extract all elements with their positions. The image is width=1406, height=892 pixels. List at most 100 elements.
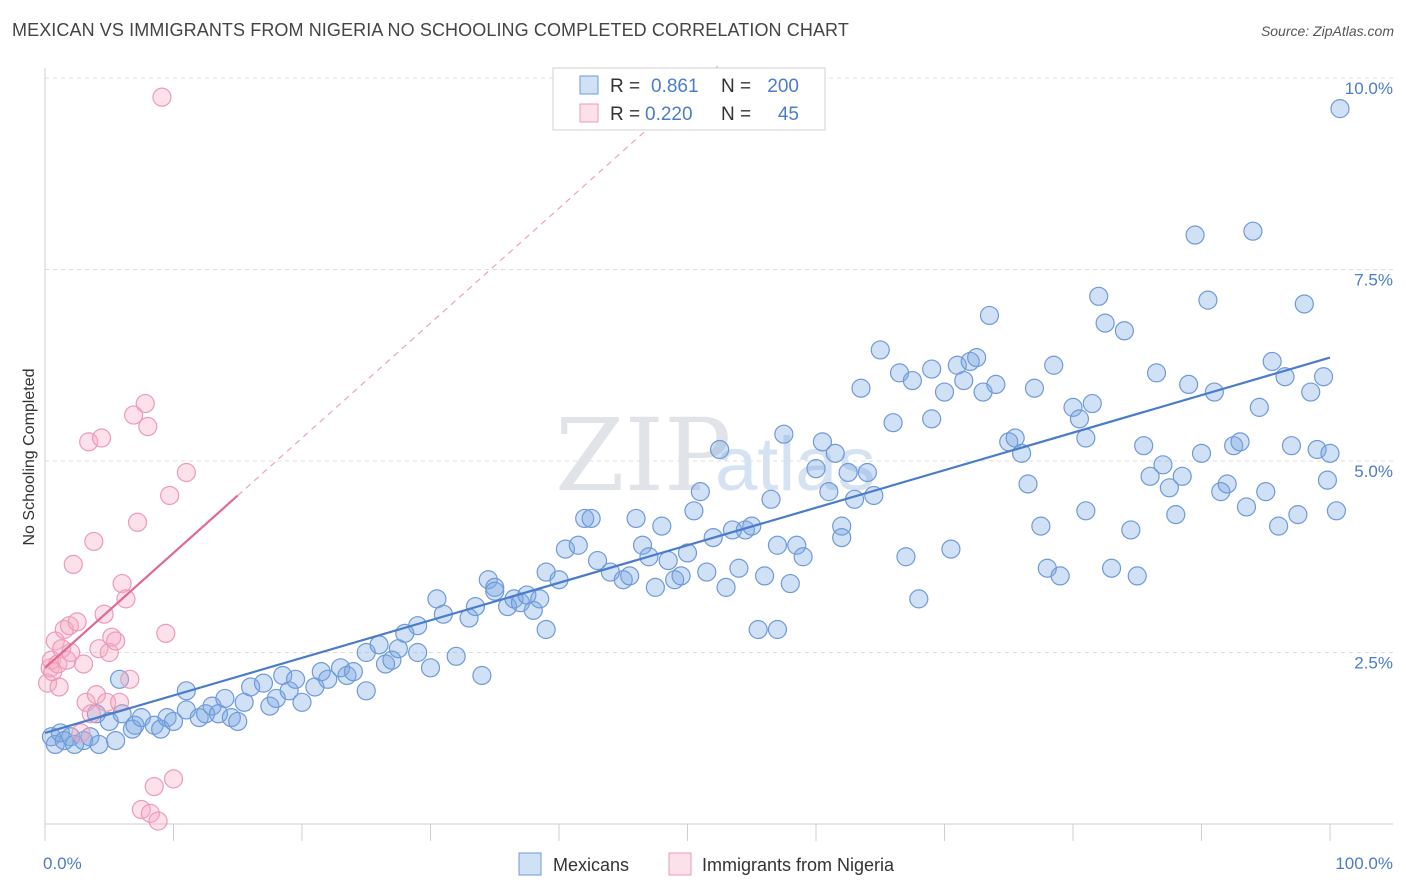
mexicans-point (587, 550, 608, 571)
mexicans-point (1191, 443, 1212, 463)
mexicans-point (1127, 566, 1147, 586)
mexicans-point (89, 734, 109, 755)
mexicans-point (1134, 436, 1154, 456)
nigeria-point (148, 811, 168, 831)
mexicans-point (1307, 439, 1327, 460)
mexicans-point (812, 432, 833, 452)
mexicans-point (1249, 397, 1269, 417)
mexicans-point (1330, 99, 1350, 119)
mexicans-point (215, 688, 235, 709)
nigeria-point (73, 654, 94, 674)
mexicans-point (934, 382, 955, 402)
nigeria-point (71, 723, 91, 743)
mexicans-point (1262, 351, 1282, 372)
nigeria-point (99, 642, 119, 663)
mexicans-point (1101, 558, 1122, 578)
nigeria-point (37, 673, 58, 693)
nigeria-trend-line (44, 494, 239, 669)
nigeria-point (120, 669, 140, 689)
mexicans-point (1076, 501, 1096, 521)
mexicans-point (1243, 221, 1263, 241)
nigeria-point (127, 512, 148, 532)
legend-r-value: 0.220 (645, 104, 693, 125)
mexicans-point (1230, 432, 1250, 452)
mexicans-point (658, 550, 678, 571)
mexicans-point (1159, 478, 1179, 498)
mexicans-point (1268, 516, 1289, 536)
mexicans-point (748, 619, 768, 640)
axes (44, 68, 1393, 841)
mexicans-point (1217, 474, 1237, 494)
mexicans-point (1281, 436, 1302, 456)
nigeria-point (116, 589, 136, 609)
legend-r-label: R = (610, 76, 640, 97)
mexicans-point (909, 589, 929, 609)
mexicans-point (806, 459, 826, 479)
bottom-legend-mexicans: Mexicans (553, 855, 629, 875)
bottom-legend-swatch-mexicans (518, 852, 542, 876)
mexicans-point (922, 409, 942, 429)
nigeria-point (63, 554, 83, 575)
nigeria-point (138, 416, 158, 437)
trend-lines (44, 62, 1331, 734)
y-tick-label: 5.0% (1354, 462, 1393, 481)
mexicans-point (1256, 482, 1276, 502)
mexicans-point (922, 359, 942, 379)
nigeria-point (79, 432, 99, 452)
bottom-legend-swatch-nigeria (668, 852, 692, 876)
tick-labels: 2.5% 5.0% 7.5% 10.0% 0.0% 100.0% (43, 79, 1393, 873)
nigeria-point (91, 428, 112, 448)
mexicans-point (697, 562, 717, 582)
mexicans-point (1153, 455, 1173, 475)
mexicans-point (420, 658, 441, 678)
mexicans-point (1301, 382, 1321, 402)
mexicans-point (1018, 474, 1038, 494)
mexicans-point (1166, 505, 1186, 525)
mexicans-point (825, 443, 845, 463)
mexicans-point (967, 347, 987, 368)
mexicans-point (761, 489, 781, 509)
nigeria-point (156, 623, 176, 643)
nigeria-point (76, 692, 96, 712)
mexicans-point (954, 370, 974, 391)
mexicans-point (356, 681, 376, 701)
legend-box: R = 0.861 N = 200 R = 0.220 N = 45 (552, 67, 826, 131)
mexicans-trend-line (44, 356, 1331, 734)
mexicans-point (838, 462, 858, 483)
mexicans-point (536, 619, 556, 640)
mexicans-point (832, 527, 852, 548)
watermark-zip: ZIP (555, 397, 731, 514)
y-axis-title: No Schooling Completed (21, 369, 38, 546)
mexicans-point (1185, 225, 1205, 245)
mexicans-point (645, 577, 665, 597)
mexicans-point (684, 501, 704, 521)
nigeria-point (124, 405, 144, 425)
chart-title: MEXICAN VS IMMIGRANTS FROM NIGERIA NO SC… (12, 20, 849, 40)
mexicans-point (555, 539, 576, 559)
nigeria-point (144, 776, 164, 797)
mexicans-point (109, 669, 130, 689)
mexicans-point (1146, 363, 1167, 383)
mexicans-point (1082, 393, 1102, 414)
mexicans-point (125, 715, 145, 735)
mexicans-point (446, 646, 466, 666)
mexicans-point (485, 581, 505, 601)
legend-r-label: R = (610, 104, 640, 125)
legend-n-label: N = (721, 104, 751, 125)
mexicans-point (523, 600, 543, 620)
mexicans-point (1236, 497, 1257, 517)
mexicans-point (652, 516, 672, 536)
legend-swatch-nigeria (579, 103, 599, 123)
bottom-legend: Mexicans Immigrants from Nigeria (518, 852, 895, 876)
mexicans-point (382, 650, 402, 670)
mexicans-point (311, 662, 331, 682)
nigeria-point (102, 627, 122, 647)
mexicans-point (620, 566, 640, 586)
nigeria-point (86, 685, 107, 705)
legend-n-value: 45 (778, 104, 799, 125)
mexicans-point (1063, 397, 1083, 417)
mexicans-point (1069, 409, 1090, 429)
mexicans-point (1326, 501, 1347, 521)
nigeria-point (176, 462, 196, 483)
mexicans-point (343, 662, 363, 682)
